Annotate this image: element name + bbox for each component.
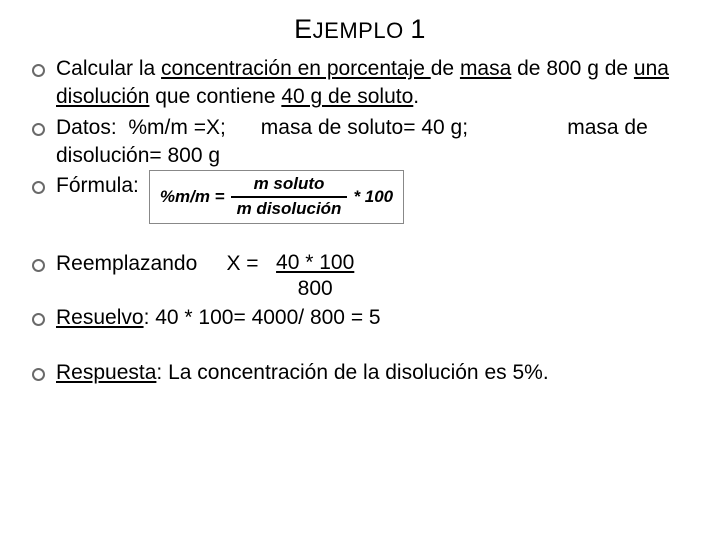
datos-label: Datos: [56, 116, 117, 139]
datos-rest: %m/m =X; masa de soluto= 40 g; masa de d… [56, 116, 654, 167]
respuesta-label: Respuesta [56, 361, 156, 384]
bullet-formula: Fórmula: %m/m = m soluto m disolución * … [28, 172, 692, 223]
p2: de [431, 57, 460, 80]
title-num: 1 [410, 14, 426, 44]
formula-den: m disolución [231, 196, 348, 219]
title-rest: JEMPLO [313, 18, 411, 43]
reempl-fraction: 40 * 100 800 [276, 250, 354, 303]
formula-fraction: m soluto m disolución [231, 175, 348, 218]
formula-lhs: %m/m = [160, 186, 225, 209]
p3: de 800 g de [511, 57, 634, 80]
bullet-resuelvo: Resuelvo: 40 * 100= 4000/ 800 = 5 [28, 304, 692, 332]
u4: 40 g de soluto [281, 85, 413, 108]
reempl-top: 40 * 100 [276, 250, 354, 276]
bullet-list: Calcular la concentración en porcentaje … [28, 55, 692, 224]
reempl-x: X = [197, 250, 276, 278]
formula-box: %m/m = m soluto m disolución * 100 [149, 170, 404, 223]
reempl-bot: 800 [298, 276, 333, 302]
reempl-label: Reemplazando [56, 250, 197, 278]
p1: Calcular la [56, 57, 161, 80]
bullet-respuesta: Respuesta: La concentración de la disolu… [28, 359, 692, 387]
title-cap: E [294, 14, 313, 44]
u1: concentración en porcentaje [161, 57, 431, 80]
resuelvo-label: Resuelvo [56, 306, 144, 329]
bullet-list-2: Reemplazando X = 40 * 100 800 Resuelvo: … [28, 250, 692, 333]
p4: que contiene [149, 85, 281, 108]
bullet-problem: Calcular la concentración en porcentaje … [28, 55, 692, 112]
slide-title: EJEMPLO 1 [28, 14, 692, 45]
bullet-reemplazando: Reemplazando X = 40 * 100 800 [28, 250, 692, 303]
bullet-list-3: Respuesta: La concentración de la disolu… [28, 359, 692, 387]
p5: . [413, 85, 419, 108]
resuelvo-rest: : 40 * 100= 4000/ 800 = 5 [144, 306, 381, 329]
respuesta-rest: : La concentración de la disolución es 5… [156, 361, 548, 384]
bullet-datos: Datos: %m/m =X; masa de soluto= 40 g; ma… [28, 114, 692, 171]
formula-num: m soluto [248, 175, 331, 196]
u2: masa [460, 57, 511, 80]
formula-label: Fórmula: [56, 172, 139, 200]
formula-rhs: * 100 [353, 186, 393, 209]
